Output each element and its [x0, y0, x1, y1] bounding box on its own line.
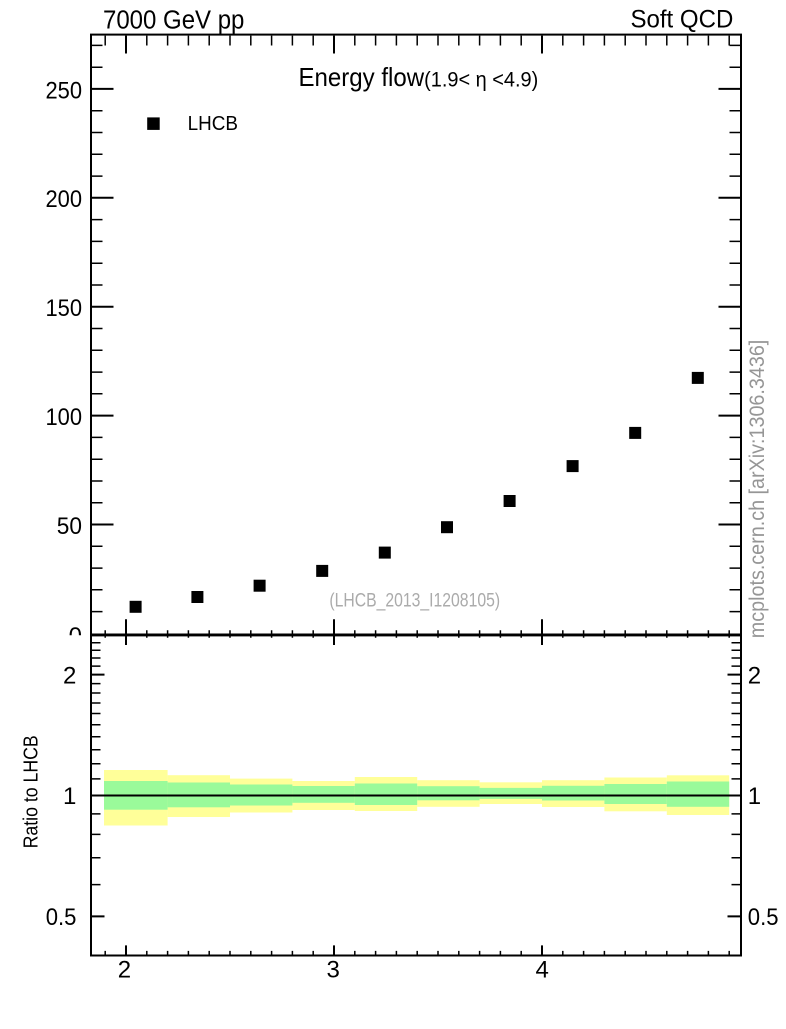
svg-text:Energy flow: Energy flow — [299, 62, 425, 92]
svg-text:150: 150 — [46, 295, 83, 322]
svg-text:LHCB: LHCB — [188, 112, 238, 135]
svg-text:4: 4 — [536, 957, 549, 984]
svg-text:0.5: 0.5 — [46, 904, 77, 931]
svg-text:2: 2 — [748, 662, 761, 689]
svg-text:3: 3 — [327, 957, 340, 984]
svg-text:mcplots.cern.ch [arXiv:1306.34: mcplots.cern.ch [arXiv:1306.3436] — [746, 340, 769, 639]
svg-text:250: 250 — [46, 77, 83, 104]
svg-text:Soft QCD: Soft QCD — [631, 6, 734, 34]
svg-text:Ratio to LHCB: Ratio to LHCB — [21, 735, 43, 848]
svg-text:2: 2 — [63, 662, 76, 689]
svg-text:2: 2 — [118, 957, 131, 984]
svg-text:0.5: 0.5 — [748, 904, 779, 931]
svg-text:0: 0 — [69, 623, 82, 650]
svg-text:200: 200 — [46, 186, 83, 213]
svg-text:(1.9< η <4.9): (1.9< η <4.9) — [424, 66, 538, 91]
svg-text:1: 1 — [748, 783, 761, 810]
svg-text:100: 100 — [46, 404, 83, 431]
svg-text:1: 1 — [63, 783, 76, 810]
svg-text:50: 50 — [57, 513, 82, 540]
svg-text:(LHCB_2013_I1208105): (LHCB_2013_I1208105) — [329, 591, 500, 612]
svg-text:7000 GeV pp: 7000 GeV pp — [103, 7, 244, 35]
